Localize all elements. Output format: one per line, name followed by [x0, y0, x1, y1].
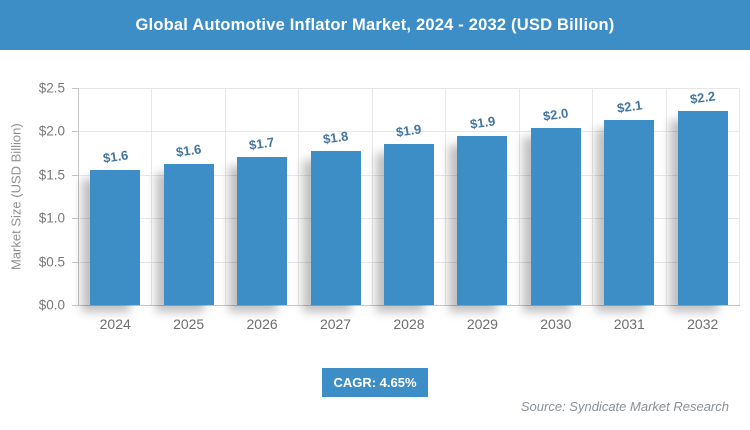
x-tick-label: 2028	[393, 316, 425, 332]
x-tick-label: 2027	[319, 316, 352, 332]
gridline	[79, 131, 740, 133]
bar	[310, 150, 361, 305]
bar-band: $1.9 2028	[373, 88, 447, 332]
bar-value-label: $1.6	[175, 141, 203, 161]
bar-band: $1.7 2026	[226, 88, 300, 332]
bar-band: $1.8 2027	[299, 88, 373, 332]
x-tick-label: 2032	[687, 316, 719, 332]
bar-band: $1.9 2029	[446, 88, 520, 332]
chart-title: Global Automotive Inflator Market, 2024 …	[135, 15, 615, 34]
bar-value-label: $2.2	[689, 88, 717, 108]
y-tick-mark	[72, 174, 79, 176]
bar-band: $2.2 2032	[667, 88, 740, 332]
y-tick-label: $1.5	[38, 167, 65, 183]
source-text: Source: Syndicate Market Research	[520, 399, 729, 414]
bar	[530, 127, 581, 305]
y-axis-title: Market Size (USD Billion)	[8, 123, 24, 271]
gridline	[79, 88, 740, 89]
x-tick-label: 2024	[99, 316, 131, 332]
y-tick-mark	[72, 131, 79, 133]
bar-value-label: $1.9	[468, 113, 496, 132]
x-tick-label: 2029	[466, 316, 498, 332]
x-tick-label: 2026	[246, 316, 278, 332]
bar	[237, 157, 288, 305]
x-tick-label: 2030	[540, 316, 572, 332]
y-tick-label: $0.0	[38, 297, 65, 313]
bar-value-label: $2.0	[542, 105, 570, 124]
x-tick-label: 2025	[173, 316, 205, 332]
y-tick-label: $1.0	[38, 210, 65, 226]
plot-area: $0.0 $0.5 $1.0 $1.5 $2.0 $2.5 $1.6 2024 $1.6 2025…	[39, 81, 740, 332]
y-tick-mark	[72, 305, 79, 306]
bars-container: $1.6 2024 $1.6 2025 $1.7 2026 $1.8 2027 $1.9 2028…	[79, 88, 740, 332]
y-tick-label: $2.0	[38, 123, 65, 139]
bar-value-label: $1.8	[321, 127, 350, 147]
bar	[604, 120, 655, 305]
y-tick-mark	[72, 218, 79, 220]
bar-value-label: $2.1	[615, 97, 643, 116]
cagr-badge: CAGR: 4.65%	[322, 368, 428, 397]
bar	[677, 111, 728, 305]
bar	[163, 164, 214, 305]
bar-band: $2.0 2030	[520, 88, 594, 332]
bar	[383, 143, 434, 305]
bar	[90, 170, 141, 305]
chart-title-bar: Global Automotive Inflator Market, 2024 …	[0, 0, 750, 50]
x-tick-label: 2031	[613, 316, 645, 332]
y-tick-mark	[72, 88, 79, 89]
chart-footer: CAGR: 4.65% Source: Syndicate Market Res…	[0, 368, 750, 430]
bar-band: $1.6 2024	[79, 88, 153, 332]
bar-value-label: $1.9	[395, 120, 423, 140]
y-tick-label: $2.5	[38, 80, 65, 96]
bar-value-label: $1.7	[248, 134, 276, 154]
y-tick-mark	[72, 261, 79, 263]
chart-area: Market Size (USD Billion) $0.0 $0.5 $1.0 $1…	[0, 50, 750, 355]
bar	[457, 135, 508, 305]
bar-band: $2.1 2031	[593, 88, 667, 332]
bar-value-label: $1.6	[101, 147, 129, 167]
y-tick-label: $0.5	[38, 254, 65, 270]
bar-band: $1.6 2025	[152, 88, 226, 332]
